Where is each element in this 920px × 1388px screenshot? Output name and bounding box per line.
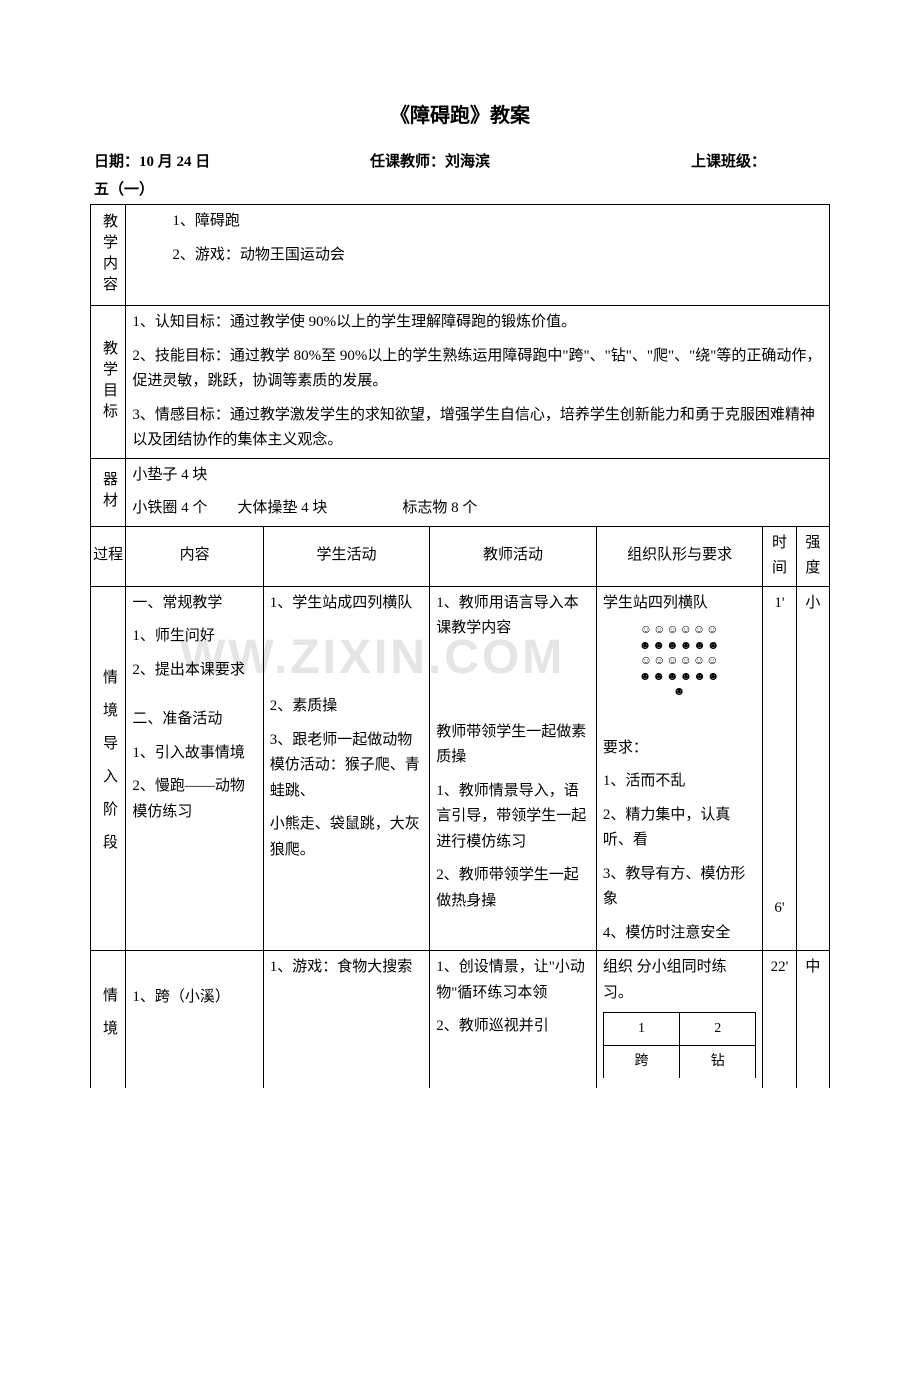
intensity-value: 中 — [799, 955, 827, 981]
formation-diagram: ☺☺☺☺☺☺ ☻☻☻☻☻☻ ☺☺☺☺☺☺ ☻☻☻☻☻☻ ☻ — [603, 622, 757, 700]
teacher-line: 2、教师带领学生一起做热身操 — [436, 863, 590, 914]
content-item: 2、游戏：动物王国运动会 — [132, 243, 823, 269]
box-cell: 钻 — [680, 1046, 756, 1078]
intensity-value: 小 — [799, 591, 827, 617]
teaching-goal-cell: 1、认知目标：通过教学使 90%以上的学生理解障碍跑的锻炼价值。 2、技能目标：… — [126, 306, 830, 459]
equipment-label: 器材 — [91, 458, 126, 526]
page-title: 《障碍跑》教案 — [90, 100, 830, 132]
stage1-content: 一、常规教学 1、师生问好 2、提出本课要求 二、准备活动 1、引入故事情境 2… — [126, 586, 263, 951]
content-line: 1、跨（小溪） — [132, 985, 256, 1011]
meta-class-label: 上课班级： — [542, 150, 826, 174]
stage1-intensity: 小 — [796, 586, 829, 951]
date-value: 10 月 24 日 — [139, 154, 210, 170]
teacher-line: 1、教师情景导入，语言引导，带领学生一起进行模仿练习 — [436, 779, 590, 856]
org-req: 1、活而不乱 — [603, 769, 757, 795]
stage1-teacher: 1、教师用语言导入本课教学内容 教师带领学生一起做素质操 1、教师情景导入，语言… — [430, 586, 597, 951]
teaching-goal-label: 教学目标 — [91, 306, 126, 459]
stage2-content: 1、跨（小溪） — [126, 951, 263, 1088]
goal-item: 3、情感目标：通过教学激发学生的求知欲望，增强学生自信心，培养学生创新能力和勇于… — [132, 403, 823, 454]
org-line: 学生站四列横队 — [603, 591, 757, 617]
content-line: 1、引入故事情境 — [132, 741, 256, 767]
content-line: 2、提出本课要求 — [132, 658, 256, 684]
stage2-org: 组织 分小组同时练习。 1 2 跨 钻 — [596, 951, 763, 1088]
teaching-content-cell: 1、障碍跑 2、游戏：动物王国运动会 — [126, 205, 830, 306]
meta-teacher: 任课教师：刘海滨 — [318, 150, 542, 174]
goal-item: 1、认知目标：通过教学使 90%以上的学生理解障碍跑的锻炼价值。 — [132, 310, 823, 336]
stage2-time: 22' — [763, 951, 796, 1088]
class-value: 五（一） — [90, 178, 830, 202]
org-line: 组织 分小组同时练习。 — [603, 955, 757, 1006]
content-line: 一、常规教学 — [132, 591, 256, 617]
stage1-org: 学生站四列横队 ☺☺☺☺☺☺ ☻☻☻☻☻☻ ☺☺☺☺☺☺ ☻☻☻☻☻☻ ☻ 要求… — [596, 586, 763, 951]
teacher-line: 2、教师巡视并引 — [436, 1014, 590, 1040]
stage2-label: 情境 — [91, 951, 126, 1088]
equipment-line: 小铁圈 4 个 大体操垫 4 块 标志物 8 个 — [132, 496, 823, 522]
student-line: 3、跟老师一起做动物模仿活动：猴子爬、青蛙跳、 — [270, 728, 424, 805]
time-value: 1' — [765, 591, 793, 617]
meta-row: 日期：10 月 24 日 任课教师：刘海滨 上课班级： — [90, 150, 830, 174]
org-req: 2、精力集中，认真听、看 — [603, 803, 757, 854]
teaching-content-label: 教学内容 — [91, 205, 126, 306]
time-value: 6' — [765, 896, 793, 922]
table-row: 器材 小垫子 4 块 小铁圈 4 个 大体操垫 4 块 标志物 8 个 — [91, 458, 830, 526]
inner-box-table: 1 2 跨 钻 — [603, 1012, 757, 1078]
goal-item: 2、技能目标：通过教学 80%至 90%以上的学生熟练运用障碍跑中"跨"、"钻"… — [132, 344, 823, 395]
teacher-line: 1、教师用语言导入本课教学内容 — [436, 591, 590, 642]
header-intensity: 强度 — [796, 526, 829, 586]
student-line: 2、素质操 — [270, 694, 424, 720]
box-cell: 跨 — [603, 1046, 679, 1078]
teacher-line: 教师带领学生一起做素质操 — [436, 720, 590, 771]
student-line: 小熊走、袋鼠跳，大灰狼爬。 — [270, 812, 424, 863]
header-teacher: 教师活动 — [430, 526, 597, 586]
stage1-time: 1' 6' — [763, 586, 796, 951]
student-line: 1、学生站成四列横队 — [270, 591, 424, 617]
box-cell: 2 — [680, 1013, 756, 1046]
content-line: 二、准备活动 — [132, 707, 256, 733]
student-line: 1、游戏：食物大搜索 — [270, 955, 424, 981]
table-row: 教学目标 1、认知目标：通过教学使 90%以上的学生理解障碍跑的锻炼价值。 2、… — [91, 306, 830, 459]
equipment-cell: 小垫子 4 块 小铁圈 4 个 大体操垫 4 块 标志物 8 个 — [126, 458, 830, 526]
org-req-label: 要求： — [603, 736, 757, 762]
stage1-row: 情境导入阶段 一、常规教学 1、师生问好 2、提出本课要求 二、准备活动 1、引… — [91, 586, 830, 951]
content-item: 1、障碍跑 — [132, 209, 823, 235]
stage1-label: 情境导入阶段 — [91, 586, 126, 951]
meta-date: 日期：10 月 24 日 — [94, 150, 318, 174]
stage1-student: 1、学生站成四列横队 2、素质操 3、跟老师一起做动物模仿活动：猴子爬、青蛙跳、… — [263, 586, 430, 951]
stage2-row: 情境 1、跨（小溪） 1、游戏：食物大搜索 1、创设情景，让"小动物"循环练习本… — [91, 951, 830, 1088]
teacher-line: 1、创设情景，让"小动物"循环练习本领 — [436, 955, 590, 1006]
box-cell: 1 — [603, 1013, 679, 1046]
table-row: 教学内容 1、障碍跑 2、游戏：动物王国运动会 — [91, 205, 830, 306]
date-label: 日期： — [94, 154, 139, 170]
header-process: 过程 — [91, 526, 126, 586]
class-label: 上课班级： — [691, 154, 766, 170]
content-line: 2、慢跑——动物模仿练习 — [132, 774, 256, 825]
teacher-label: 任课教师： — [370, 154, 445, 170]
time-value: 22' — [765, 955, 793, 981]
content-line: 1、师生问好 — [132, 624, 256, 650]
header-org: 组织队形与要求 — [596, 526, 763, 586]
header-content: 内容 — [126, 526, 263, 586]
equipment-line: 小垫子 4 块 — [132, 463, 823, 489]
teacher-value: 刘海滨 — [445, 154, 490, 170]
stage2-intensity: 中 — [796, 951, 829, 1088]
lesson-plan-table: 教学内容 1、障碍跑 2、游戏：动物王国运动会 教学目标 1、认知目标：通过教学… — [90, 204, 830, 1088]
header-student: 学生活动 — [263, 526, 430, 586]
stage2-student: 1、游戏：食物大搜索 — [263, 951, 430, 1088]
header-time: 时间 — [763, 526, 796, 586]
org-req: 4、模仿时注意安全 — [603, 921, 757, 947]
org-req: 3、教导有方、模仿形象 — [603, 862, 757, 913]
stage2-teacher: 1、创设情景，让"小动物"循环练习本领 2、教师巡视并引 — [430, 951, 597, 1088]
process-header-row: 过程 内容 学生活动 教师活动 组织队形与要求 时间 强度 — [91, 526, 830, 586]
